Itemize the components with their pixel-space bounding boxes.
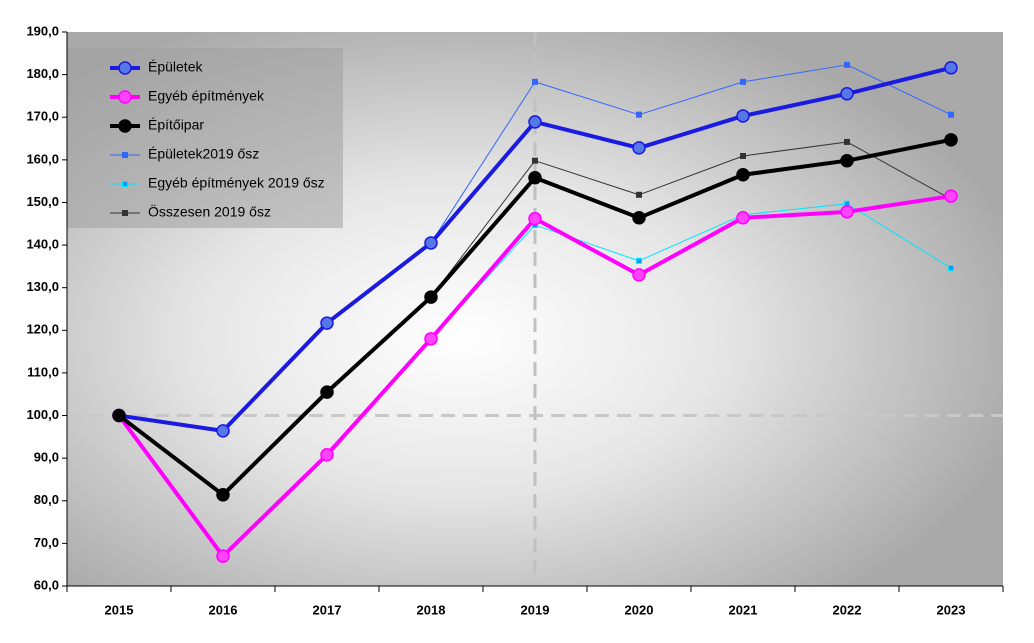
legend-marker: [122, 210, 128, 216]
data-point: [740, 78, 746, 85]
data-point: [216, 488, 230, 502]
data-point: [948, 265, 954, 272]
legend-marker: [122, 152, 128, 158]
y-tick-label: 160,0: [26, 151, 59, 166]
data-point: [320, 447, 334, 462]
x-tick-label: 2023: [937, 602, 966, 617]
data-point: [528, 211, 542, 226]
data-point: [632, 211, 646, 225]
x-tick-label: 2021: [729, 602, 758, 617]
data-point: [636, 191, 642, 198]
legend-label: Épületek: [148, 59, 203, 75]
data-point: [528, 170, 542, 185]
y-tick-label: 140,0: [26, 237, 59, 252]
data-point: [944, 133, 958, 147]
data-point: [944, 61, 958, 75]
y-tick-label: 170,0: [26, 109, 59, 124]
x-tick-label: 2022: [833, 602, 862, 617]
data-point: [632, 141, 646, 155]
legend-marker: [118, 119, 132, 133]
x-tick-label: 2018: [417, 602, 446, 617]
y-tick-label: 120,0: [26, 322, 59, 337]
data-point: [844, 61, 850, 68]
data-point: [948, 111, 954, 118]
data-point: [736, 211, 750, 225]
data-point: [532, 157, 538, 164]
legend-label: Összesen 2019 ősz: [148, 203, 271, 220]
y-tick-label: 130,0: [26, 279, 59, 294]
data-point: [532, 78, 538, 85]
legend-label: Egyéb építmények: [148, 88, 265, 104]
legend-marker: [118, 90, 132, 104]
data-point: [840, 87, 854, 101]
data-point: [636, 257, 642, 264]
data-point: [424, 290, 438, 304]
legend-box: [67, 48, 343, 228]
legend-marker: [122, 181, 128, 187]
y-tick-label: 180,0: [26, 66, 59, 81]
y-tick-label: 60,0: [34, 577, 59, 592]
data-point: [632, 268, 646, 282]
legend-label: Építőipar: [148, 117, 204, 133]
y-tick-label: 90,0: [34, 450, 59, 465]
data-point: [736, 168, 750, 182]
data-point: [840, 205, 854, 219]
data-point: [424, 332, 438, 346]
y-tick-label: 100,0: [26, 407, 59, 422]
legend-marker: [118, 61, 132, 75]
data-point: [320, 316, 334, 330]
data-point: [216, 424, 230, 438]
data-point: [740, 153, 746, 160]
data-point: [528, 115, 542, 129]
data-point: [320, 385, 334, 399]
data-point: [840, 153, 854, 168]
x-tick-label: 2015: [105, 602, 134, 617]
y-tick-label: 150,0: [26, 194, 59, 209]
data-point: [844, 138, 850, 145]
data-point: [216, 549, 230, 563]
y-tick-label: 70,0: [34, 535, 59, 550]
data-point: [736, 109, 750, 123]
y-tick-label: 110,0: [27, 364, 59, 379]
y-tick-label: 190,0: [26, 23, 59, 38]
legend-label: Egyéb építmények 2019 ősz: [148, 175, 325, 191]
data-point: [636, 111, 642, 118]
data-point: [112, 408, 126, 423]
legend-label: Épületek2019 ősz: [148, 146, 259, 162]
x-tick-label: 2020: [625, 602, 654, 617]
x-tick-label: 2019: [521, 602, 550, 617]
x-tick-label: 2016: [209, 602, 238, 617]
data-point: [944, 189, 958, 203]
y-tick-label: 80,0: [34, 492, 59, 507]
data-point: [424, 236, 438, 250]
x-tick-label: 2017: [313, 602, 342, 617]
